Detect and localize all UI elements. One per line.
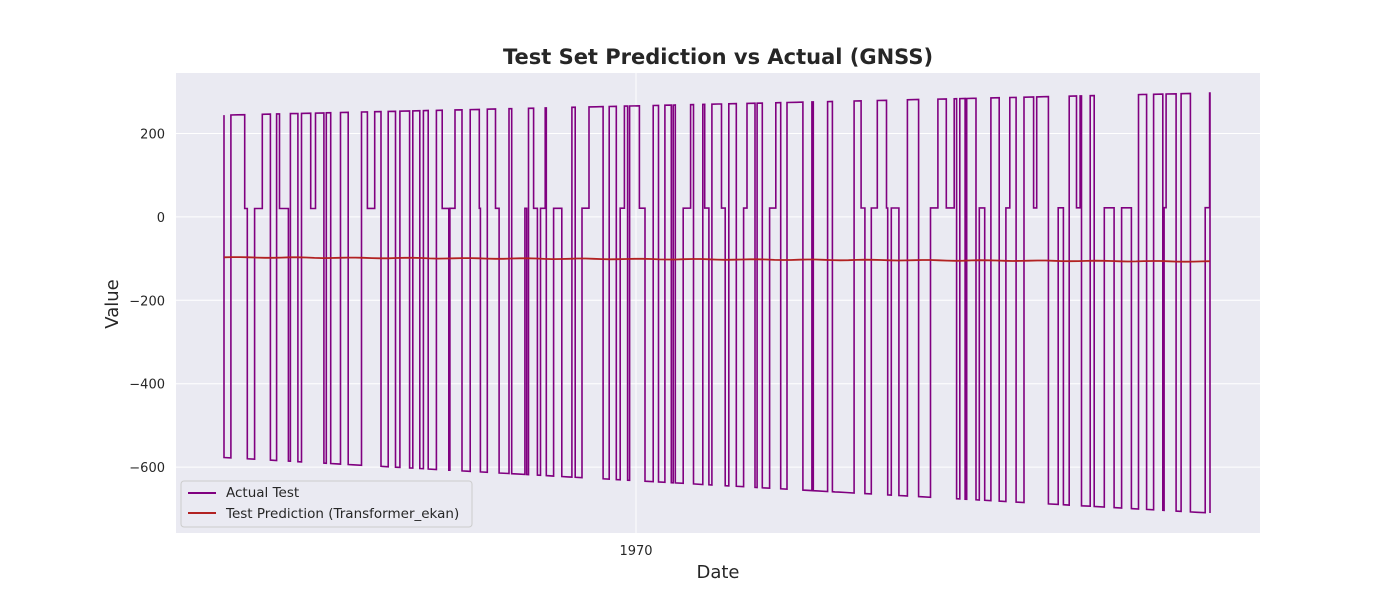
legend: Actual Test Test Prediction (Transformer… bbox=[180, 480, 473, 528]
y-tick-label: 200 bbox=[140, 127, 165, 142]
y-tick-label: −400 bbox=[129, 378, 165, 393]
legend-box bbox=[180, 480, 473, 528]
legend-label-actual-test: Actual Test bbox=[226, 485, 299, 501]
chart-title: Test Set Prediction vs Actual (GNSS) bbox=[503, 45, 933, 69]
y-axis-ticks: 200 0 −200 −400 −600 bbox=[129, 127, 165, 476]
legend-label-test-prediction: Test Prediction (Transformer_ekan) bbox=[225, 506, 459, 522]
y-tick-label: −200 bbox=[129, 294, 165, 309]
series-actual-test bbox=[223, 92, 1211, 514]
x-axis-label: Date bbox=[696, 562, 739, 583]
y-axis-label: Value bbox=[102, 279, 123, 328]
series-test-prediction-line bbox=[223, 256, 1211, 263]
series-test-prediction bbox=[223, 256, 1211, 263]
y-tick-label: −600 bbox=[129, 461, 165, 476]
x-axis-ticks: 1970 bbox=[619, 544, 652, 559]
y-tick-label: 0 bbox=[157, 211, 165, 226]
x-tick-label: 1970 bbox=[619, 544, 652, 559]
series-actual-test-line bbox=[223, 92, 1211, 514]
